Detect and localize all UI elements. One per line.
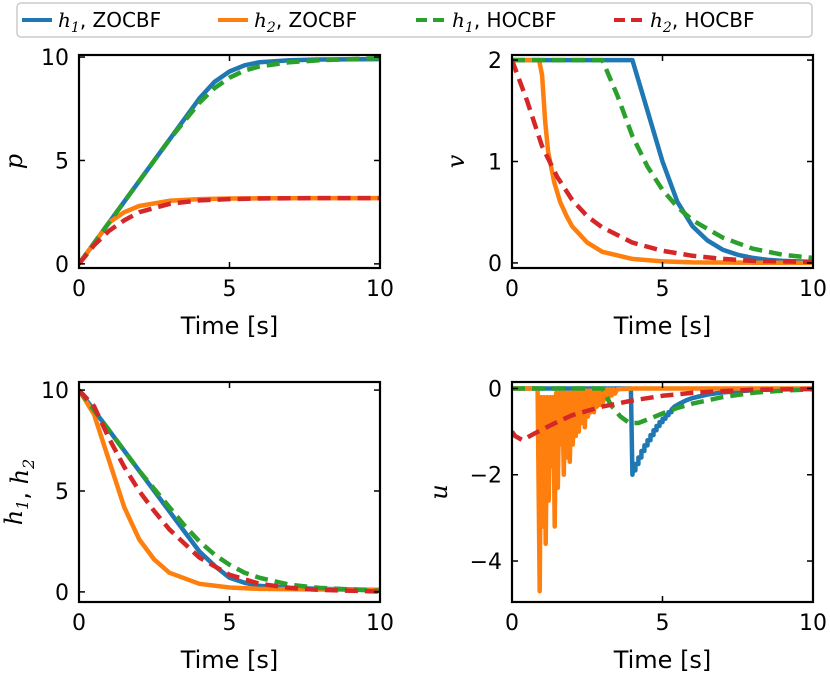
- y-tick-label: 0: [55, 253, 69, 278]
- chart-panel-4: 0 5 10 0 −2 −4 Time [s] u: [425, 377, 827, 674]
- series-line-1: [79, 56, 380, 266]
- series-line-3: [79, 55, 380, 266]
- y-tick-label: −2: [470, 464, 502, 489]
- x-axis-title: Time [s]: [613, 312, 712, 340]
- y-axis-title: h1, h2: [0, 459, 38, 526]
- series-line-1: [512, 57, 813, 265]
- x-tick-label: 10: [799, 277, 827, 302]
- chart-panel-3: 0 5 10 0 5 10 Time [s] h1, h2: [0, 379, 394, 674]
- series-line-2: [512, 57, 813, 266]
- series-line-1: [512, 386, 813, 477]
- x-axis-title: Time [s]: [180, 312, 279, 340]
- legend-frame: [16, 2, 813, 38]
- chart-panel-1: 0 5 10 0 5 10 Time [s] p: [0, 46, 394, 340]
- series-line-2: [79, 195, 380, 266]
- x-tick-label: 10: [366, 611, 394, 636]
- series-line-4: [512, 59, 813, 265]
- series-group: [79, 55, 380, 266]
- x-tick-label: 5: [656, 277, 670, 302]
- series-group: [512, 386, 813, 594]
- series-line-4: [79, 195, 380, 266]
- series-group: [79, 388, 380, 594]
- legend: h1, ZOCBF h2, ZOCBF h1, HOCBF h2, HOCBF: [16, 2, 813, 38]
- x-tick-label: 0: [505, 611, 519, 636]
- x-tick-label: 0: [505, 277, 519, 302]
- x-tick-label: 5: [223, 611, 237, 636]
- x-axis-title: Time [s]: [613, 646, 712, 674]
- legend-entry-1: h1, ZOCBF: [58, 8, 161, 36]
- x-tick-label: 5: [223, 277, 237, 302]
- x-tick-label: 5: [656, 611, 670, 636]
- series-line-3: [512, 386, 813, 426]
- y-tick-label: 10: [41, 46, 69, 71]
- y-tick-label: 5: [55, 149, 69, 174]
- y-tick-label: 1: [488, 151, 502, 176]
- series-line-2: [79, 388, 380, 593]
- series-line-4: [512, 386, 813, 443]
- x-axis-title: Time [s]: [180, 646, 279, 674]
- chart-panel-2: 0 5 10 0 1 2 Time [s] v: [442, 49, 827, 340]
- series-line-3: [79, 388, 380, 594]
- y-axis-title: v: [442, 154, 470, 168]
- legend-entry-3: h1, HOCBF: [452, 8, 557, 36]
- y-tick-label: 0: [55, 581, 69, 606]
- x-tick-label: 10: [366, 277, 394, 302]
- series-group: [512, 57, 813, 266]
- x-tick-label: 0: [72, 611, 86, 636]
- legend-entry-2: h2, ZOCBF: [254, 8, 357, 36]
- y-tick-label: 0: [488, 377, 502, 402]
- y-tick-label: 0: [488, 252, 502, 277]
- x-tick-label: 10: [799, 611, 827, 636]
- series-line-4: [79, 388, 380, 594]
- y-axis-title: p: [0, 154, 28, 169]
- x-tick-label: 0: [72, 277, 86, 302]
- axes-frame: [77, 53, 382, 270]
- y-tick-label: 2: [488, 49, 502, 74]
- y-axis-title: u: [425, 484, 453, 499]
- series-line-3: [512, 57, 813, 261]
- series-line-1: [79, 388, 380, 593]
- axes-frame: [77, 380, 382, 604]
- y-tick-label: 10: [41, 379, 69, 404]
- chart-panels: 0 5 10 0 5 10 Time [s] p 0 5 10 0 1 2 Time [s] v 0 5 10 0 5 1…: [0, 46, 827, 674]
- legend-entry-4: h2, HOCBF: [650, 8, 755, 36]
- y-tick-label: −4: [470, 550, 502, 575]
- y-tick-label: 5: [55, 480, 69, 505]
